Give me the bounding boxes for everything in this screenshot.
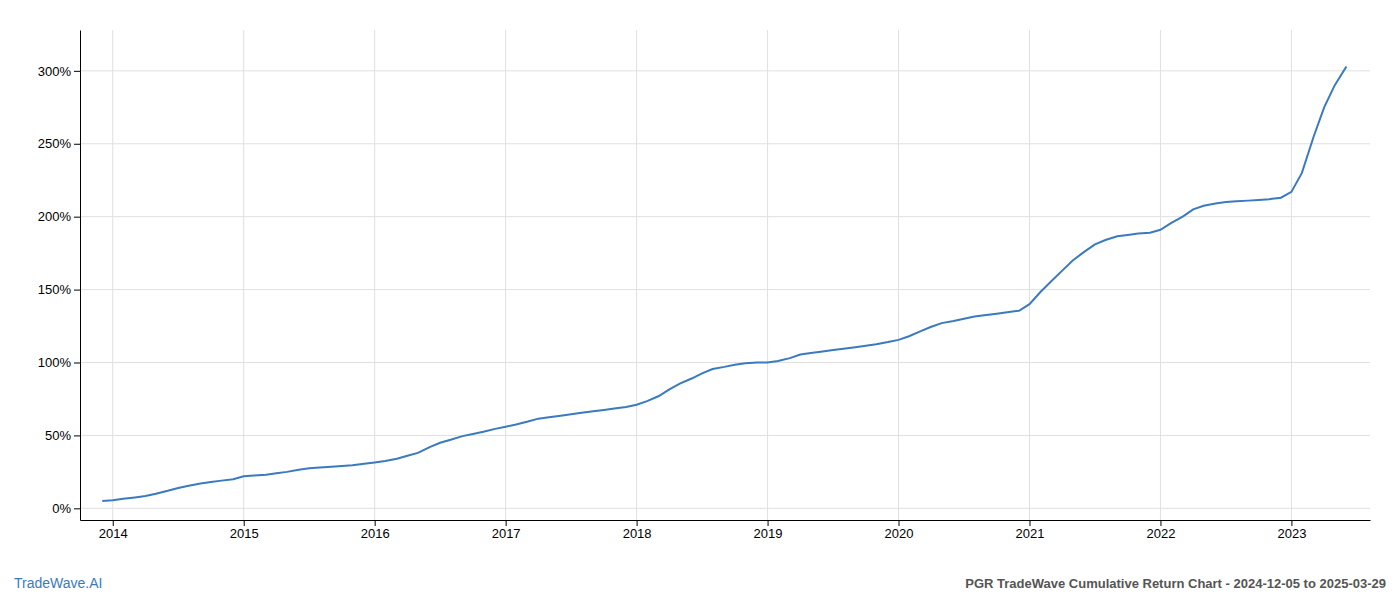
y-axis: 0% 50% 100% 150% 200% 250% 300% [38,31,81,521]
x-tick: 2022 [1146,520,1175,541]
grid-line-x [1029,30,1030,520]
x-tick: 2017 [492,520,521,541]
grid-line-x [636,30,637,520]
y-tick: 50% [45,428,80,443]
y-tick-mark [74,71,80,72]
x-tick-mark [375,520,376,526]
x-tick: 2015 [230,520,259,541]
y-tick-mark [74,144,80,145]
y-tick: 300% [38,63,80,78]
y-tick-mark [74,508,80,509]
x-tick: 2014 [99,520,128,541]
grid-line-x [767,30,768,520]
grid-line-x [505,30,506,520]
grid-line-x [112,30,113,520]
x-tick-label: 2022 [1146,526,1175,541]
grid [80,30,1370,520]
x-tick: 2016 [361,520,390,541]
x-tick-label: 2021 [1016,526,1045,541]
y-tick-label: 100% [38,355,72,370]
y-tick: 100% [38,355,80,370]
y-tick-mark [74,217,80,218]
marks [102,66,1346,501]
line [102,66,1346,501]
x-tick-label: 2014 [99,526,128,541]
x-tick: 2019 [754,520,783,541]
y-tick-mark [74,435,80,436]
y-tick: 250% [38,136,80,151]
grid-line-y [80,435,1370,436]
y-tick-mark [74,290,80,291]
y-tick-label: 50% [45,428,71,443]
y-tick-label: 0% [52,501,71,516]
grid-line-y [80,289,1370,290]
grid-line-x [898,30,899,520]
x-tick: 2021 [1016,520,1045,541]
x-tick: 2020 [885,520,914,541]
y-tick-label: 250% [38,136,72,151]
y-tick: 200% [38,209,80,224]
x-tick-mark [1160,520,1161,526]
grid-line-x [243,30,244,520]
grid-line-y [80,70,1370,71]
x-tick-label: 2023 [1277,526,1306,541]
x-tick: 2018 [623,520,652,541]
y-tick-label: 200% [38,209,72,224]
x-axis: 2014 2015 2016 2017 2018 2019 2020 2021 2022 2023 [81,520,1371,541]
x-tick-mark [1029,520,1030,526]
chart: 2014 2015 2016 2017 2018 2019 2020 2021 2022 2023… [0,0,1400,600]
grid-line-y [80,143,1370,144]
y-tick-label: 150% [38,282,72,297]
x-tick-mark [637,520,638,526]
grid-line-y [80,216,1370,217]
x-tick-mark [768,520,769,526]
grid-line-y [80,508,1370,509]
y-tick-mark [74,363,80,364]
x-tick-label: 2020 [885,526,914,541]
x-tick-label: 2016 [361,526,390,541]
x-tick-mark [113,520,114,526]
title: PGR TradeWave Cumulative Return Chart - … [965,576,1386,591]
texts: TradeWave.AI PGR TradeWave Cumulative Ret… [14,575,1386,591]
x-axis-line [81,520,1371,521]
watermark: TradeWave.AI [14,575,102,591]
x-tick-mark [244,520,245,526]
x-tick-label: 2018 [623,526,652,541]
x-tick: 2023 [1277,520,1306,541]
plot: 2014 2015 2016 2017 2018 2019 2020 2021 2022 2023… [38,30,1371,541]
y-tick: 150% [38,282,80,297]
grid-line-x [374,30,375,520]
y-tick: 0% [52,501,80,516]
x-tick-label: 2015 [230,526,259,541]
x-tick-mark [1291,520,1292,526]
grid-line-y [80,362,1370,363]
y-axis-line [80,31,81,521]
grid-line-x [1291,30,1292,520]
x-tick-mark [899,520,900,526]
y-tick-label: 300% [38,63,72,78]
grid-line-x [1160,30,1161,520]
x-tick-label: 2019 [754,526,783,541]
x-tick-mark [506,520,507,526]
x-tick-label: 2017 [492,526,521,541]
